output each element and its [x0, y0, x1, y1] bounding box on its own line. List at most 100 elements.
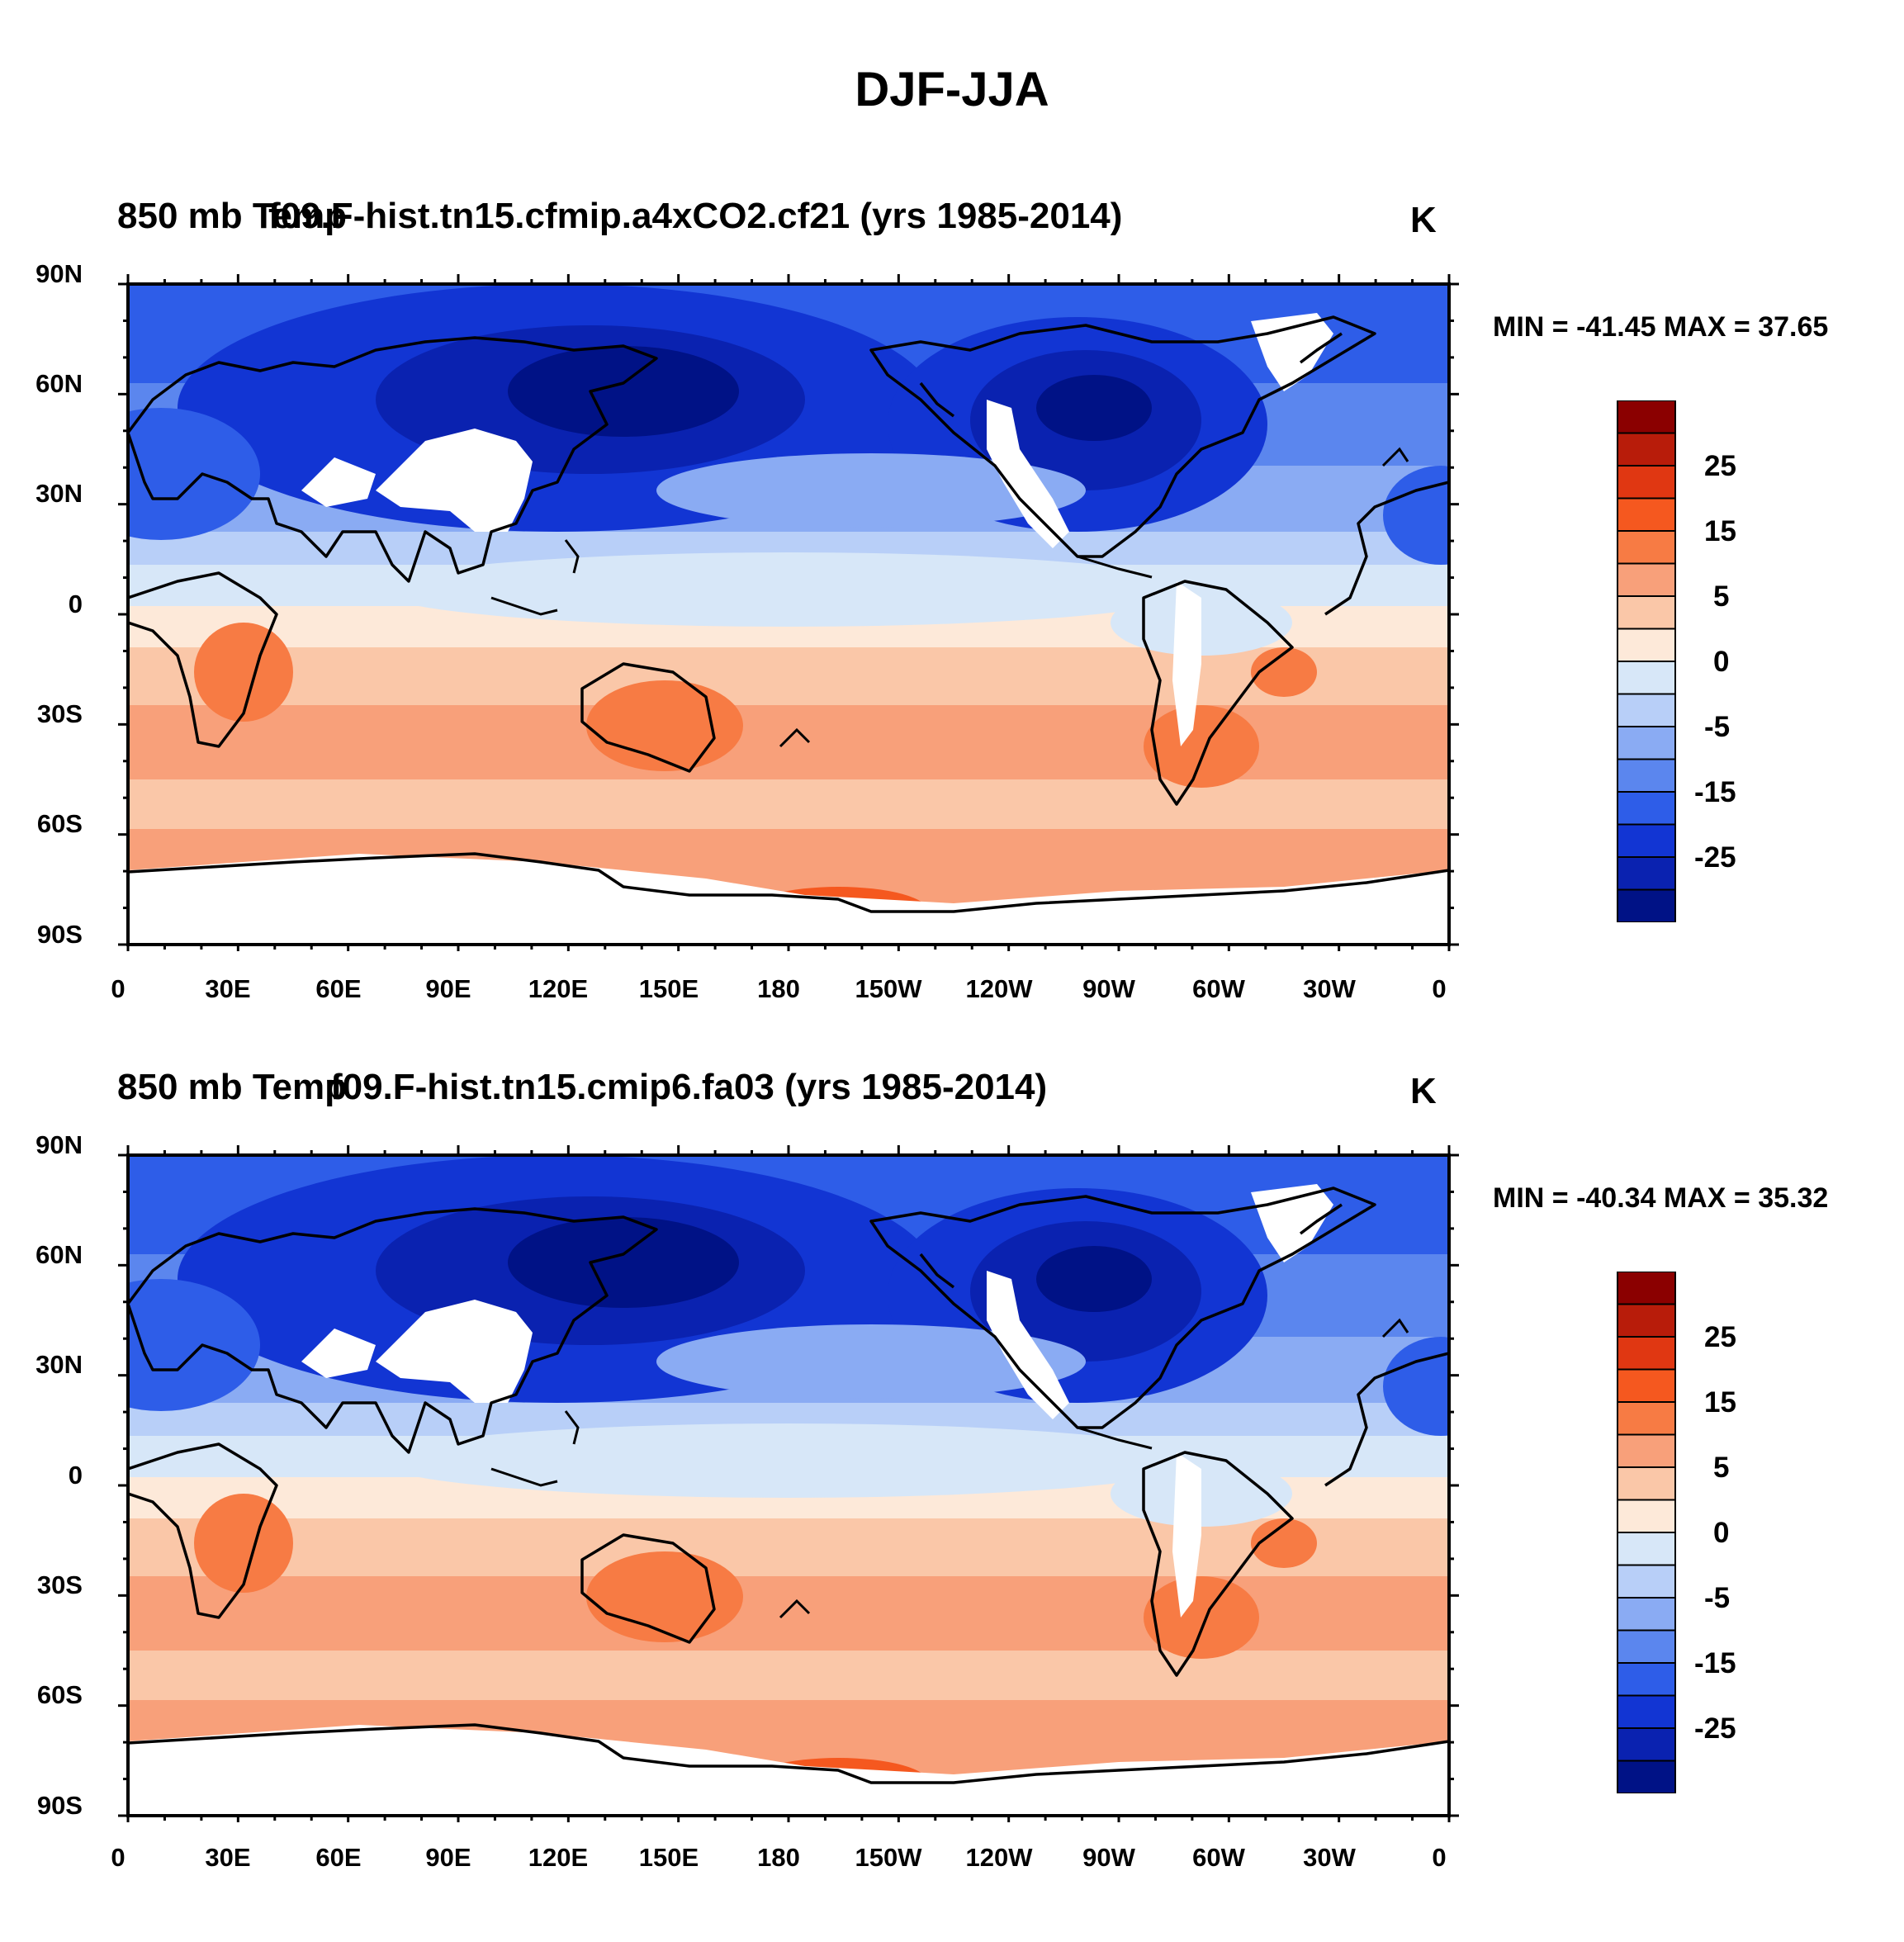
colorbar-swatch: [1617, 562, 1676, 597]
lat-label: 30N: [36, 479, 83, 508]
lon-label: 30E: [205, 1843, 251, 1872]
lat-label: 0: [68, 590, 83, 618]
lon-label: 90E: [425, 974, 471, 1003]
colorbar-label: 5: [1713, 1452, 1730, 1484]
lon-label: 90W: [1082, 974, 1135, 1003]
colorbar-label: -15: [1694, 776, 1736, 808]
colorbar-swatch: [1617, 856, 1676, 891]
colorbar-swatch: [1617, 1564, 1676, 1599]
lon-label: 120W: [965, 1843, 1033, 1872]
colorbar-label: 0: [1713, 1517, 1730, 1549]
colorbar-label: 25: [1704, 1321, 1736, 1353]
colorbar-swatch: [1617, 1629, 1676, 1664]
lat-label: 30N: [36, 1350, 83, 1379]
colorbar-swatch: [1617, 823, 1676, 858]
map-plot-2: [118, 1145, 1459, 1822]
lon-label: 180: [757, 1843, 800, 1872]
map-plot-1: [118, 274, 1459, 951]
panel-2-title: 850 mb Tempf09.F-hist.tn15.cmip6.fa03 (y…: [117, 1067, 1047, 1108]
colorbar-swatch: [1617, 1499, 1676, 1533]
lon-label: 0: [111, 1843, 126, 1872]
lon-label: 90E: [425, 1843, 471, 1872]
lat-label: 90S: [36, 1791, 83, 1820]
colorbar-swatch: [1617, 726, 1676, 760]
lon-label: 60E: [315, 974, 362, 1003]
lon-label: 30W: [1303, 974, 1356, 1003]
lat-label: 90N: [36, 259, 83, 288]
map-panel-1: 850 mb Tempf09.F-hist.tn15.cfmip.a4xCO2.…: [0, 196, 1904, 1071]
colorbar-label: -25: [1694, 841, 1736, 874]
colorbar-swatch: [1617, 465, 1676, 500]
colorbar-swatch: [1617, 1433, 1676, 1468]
colorbar-swatch: [1617, 530, 1676, 565]
colorbar-swatch: [1617, 1368, 1676, 1403]
lat-label: 60S: [36, 1680, 83, 1709]
lat-label: 90N: [36, 1130, 83, 1159]
lon-label: 0: [1432, 1843, 1447, 1872]
panel-2-case: f09.F-hist.tn15.cmip6.fa03 (yrs 1985-201…: [329, 1067, 1048, 1107]
lat-label: 90S: [36, 920, 83, 949]
lat-label: 30S: [36, 1570, 83, 1599]
map-ticks: [118, 274, 1459, 951]
colorbar-swatch: [1617, 1401, 1676, 1436]
map-ticks: [118, 1145, 1459, 1822]
lat-label: 0: [68, 1461, 83, 1490]
colorbar-2: [1617, 1272, 1676, 1793]
colorbar-swatch: [1617, 1466, 1676, 1501]
colorbar-swatch: [1617, 1532, 1676, 1566]
colorbar-swatch: [1617, 888, 1676, 922]
lat-label: 30S: [36, 699, 83, 728]
colorbar-swatch: [1617, 791, 1676, 826]
lon-label: 90W: [1082, 1843, 1135, 1872]
colorbar-label: -5: [1704, 1582, 1731, 1614]
lon-label: 60W: [1192, 1843, 1245, 1872]
colorbar-1: [1617, 400, 1676, 922]
panel-1-units: K: [1410, 200, 1437, 240]
lat-label: 60N: [36, 369, 83, 398]
colorbar-swatch: [1617, 1727, 1676, 1762]
colorbar-swatch: [1617, 1760, 1676, 1793]
panel-1-title: 850 mb Tempf09.F-hist.tn15.cfmip.a4xCO2.…: [117, 196, 1122, 237]
colorbar-label: 25: [1704, 450, 1736, 482]
colorbar-swatch: [1617, 1597, 1676, 1632]
panel-1-stats: MIN = -41.45 MAX = 37.65: [1493, 311, 1829, 343]
lon-label: 0: [111, 974, 126, 1003]
colorbar-swatch: [1617, 1272, 1676, 1305]
lon-label: 120W: [965, 974, 1033, 1003]
colorbar-label: 15: [1704, 515, 1736, 547]
colorbar-label: -5: [1704, 711, 1731, 743]
lon-label: 30W: [1303, 1843, 1356, 1872]
colorbar-swatch: [1617, 661, 1676, 695]
colorbar-swatch: [1617, 693, 1676, 727]
lon-label: 150W: [855, 974, 922, 1003]
map-panel-2: 850 mb Tempf09.F-hist.tn15.cmip6.fa03 (y…: [0, 1067, 1904, 1942]
lon-label: 30E: [205, 974, 251, 1003]
colorbar-swatch: [1617, 432, 1676, 467]
lon-label: 60E: [315, 1843, 362, 1872]
lat-label: 60S: [36, 809, 83, 838]
lon-label: 150W: [855, 1843, 922, 1872]
colorbar-swatch: [1617, 628, 1676, 662]
lon-label: 150E: [638, 974, 699, 1003]
colorbar-label: 0: [1713, 646, 1730, 678]
colorbar-label: 15: [1704, 1386, 1736, 1419]
panel-2-units: K: [1410, 1071, 1437, 1111]
colorbar-swatch: [1617, 497, 1676, 532]
lon-label: 120E: [528, 974, 589, 1003]
colorbar-swatch: [1617, 1662, 1676, 1697]
lon-label: 0: [1432, 974, 1447, 1003]
colorbar-swatch: [1617, 400, 1676, 434]
colorbar-label: -15: [1694, 1647, 1736, 1679]
lat-label: 60N: [36, 1240, 83, 1269]
panel-2-stats: MIN = -40.34 MAX = 35.32: [1493, 1182, 1829, 1214]
panel-1-case: f09.F-hist.tn15.cfmip.a4xCO2.cf21 (yrs 1…: [268, 196, 1123, 236]
colorbar-swatch: [1617, 1303, 1676, 1338]
colorbar-swatch: [1617, 1336, 1676, 1371]
lon-label: 180: [757, 974, 800, 1003]
colorbar-label: 5: [1713, 580, 1730, 613]
colorbar-label: -25: [1694, 1712, 1736, 1745]
colorbar-swatch: [1617, 758, 1676, 793]
panel-1-variable: 850 mb Temp: [117, 196, 347, 236]
lon-label: 150E: [638, 1843, 699, 1872]
lon-label: 60W: [1192, 974, 1245, 1003]
